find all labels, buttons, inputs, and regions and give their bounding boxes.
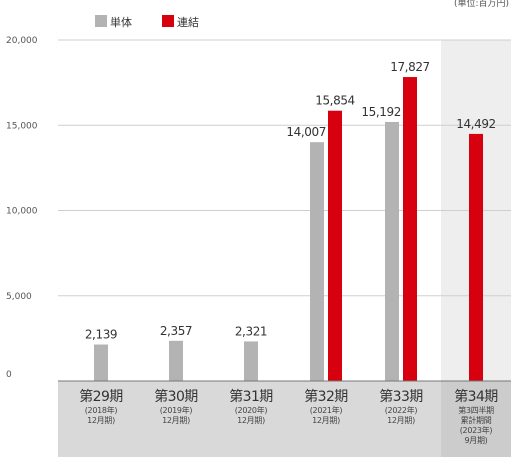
legend-swatch-standalone [95, 15, 107, 27]
data-label-standalone: 14,007 [286, 125, 326, 139]
bar-standalone [244, 341, 258, 381]
category-sublabel: (2022年) [385, 405, 418, 415]
data-label-standalone: 2,357 [160, 324, 192, 338]
legend-label-standalone: 単体 [110, 15, 132, 29]
data-label-standalone: 2,321 [235, 324, 267, 338]
category-sublabel: 累計期間 [461, 415, 492, 425]
category-label: 第34期 [454, 388, 497, 405]
category-label: 第33期 [379, 388, 422, 405]
data-label-consolidated: 15,854 [315, 94, 355, 108]
category-sublabel: 12月期) [162, 416, 190, 425]
bar-consolidated [469, 133, 483, 381]
category-label: 第30期 [154, 388, 197, 405]
category-sublabel: 12月期) [387, 416, 415, 425]
category-label: 第31期 [229, 388, 272, 405]
category-band [58, 381, 511, 457]
y-tick-label: 0 [6, 370, 12, 380]
category-label: 第32期 [304, 388, 347, 405]
category-sublabel: 第3四半期 [458, 405, 494, 415]
bar-standalone [310, 142, 324, 381]
bar-standalone [385, 121, 399, 381]
unit-note: (単位:百万円) [454, 0, 509, 9]
category-sublabel: (2023年) [460, 425, 493, 435]
category-sublabel: (2018年) [85, 405, 118, 415]
y-tick-label: 15,000 [6, 121, 38, 131]
data-label-standalone: 2,139 [85, 328, 117, 342]
bar-consolidated [328, 110, 342, 381]
y-tick-label: 20,000 [6, 36, 38, 46]
category-label: 第29期 [79, 388, 122, 405]
data-label-consolidated: 17,827 [390, 60, 430, 74]
category-sublabel: (2021年) [310, 405, 343, 415]
legend-label-consolidated: 連結 [177, 15, 199, 29]
bar-consolidated [403, 77, 417, 381]
category-sublabel: (2020年) [235, 405, 268, 415]
legend-swatch-consolidated [162, 15, 174, 27]
category-sublabel: 12月期) [237, 416, 265, 425]
y-tick-label: 10,000 [6, 207, 38, 217]
category-sublabel: (2019年) [160, 405, 193, 415]
category-sublabel: 12月期) [87, 416, 115, 425]
category-band-highlight [441, 381, 511, 457]
bar-standalone [94, 344, 108, 381]
bar-standalone [169, 340, 183, 381]
y-tick-label: 5,000 [6, 292, 32, 302]
category-sublabel: 9月期) [464, 436, 487, 445]
data-label-consolidated: 14,492 [456, 117, 496, 131]
category-sublabel: 12月期) [312, 416, 340, 425]
data-label-standalone: 15,192 [361, 105, 401, 119]
